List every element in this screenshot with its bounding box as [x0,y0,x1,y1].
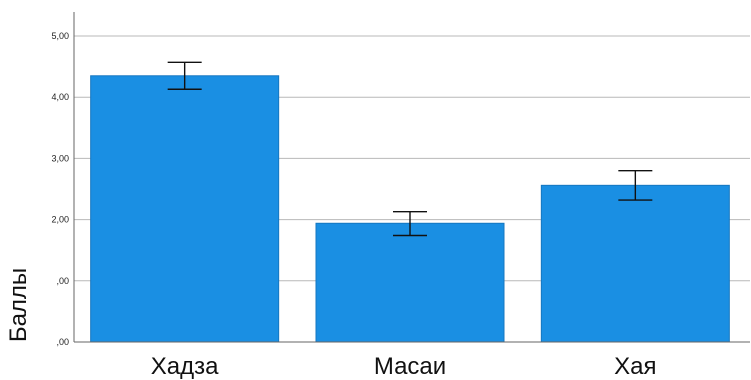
y-tick-label: 2,00 [51,215,69,225]
y-axis-label: Баллы [5,268,32,342]
category-label: Масаи [374,353,446,380]
y-tick-label: ,00 [56,276,69,286]
y-tick-label: 3,00 [51,153,69,163]
bars [90,75,730,343]
error-bar [618,169,653,201]
bar [90,75,280,343]
category-labels: Хадза Масаи Хая [151,353,657,380]
error-bar [167,61,202,90]
category-label: Хадза [151,353,219,380]
y-tick-label: 4,00 [51,92,69,102]
bar [540,184,730,343]
y-tick-label: ,00 [56,337,69,347]
category-label: Хая [614,353,656,380]
y-tick-labels: ,00 ,00 2,00 3,00 4,00 5,00 [51,31,69,347]
bar [315,222,505,343]
y-tick-label: 5,00 [51,31,69,41]
error-bar [393,210,427,237]
error-bars [167,61,653,237]
